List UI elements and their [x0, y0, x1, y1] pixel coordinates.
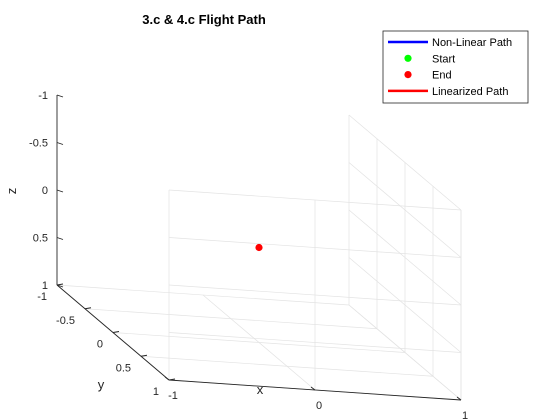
- legend-end-label: End: [432, 70, 452, 82]
- y-tick: [168, 378, 176, 381]
- y-tick: [56, 283, 64, 286]
- grid-line: [140, 355, 434, 377]
- y-tick-label: -1: [37, 291, 47, 303]
- grid-line: [168, 332, 462, 353]
- y-tick: [140, 354, 148, 357]
- grid-line: [168, 284, 462, 306]
- y-tick-label: 0: [97, 339, 103, 351]
- y-tick-label: 1: [153, 386, 159, 398]
- grid-line: [348, 114, 462, 211]
- z-tick: [56, 284, 64, 288]
- tick-labels: -101-1-0.500.51-1-0.500.51: [29, 90, 468, 420]
- grid-line: [112, 332, 406, 353]
- z-tick-label: 0: [42, 185, 48, 197]
- x-tick: [456, 396, 462, 401]
- grid-line: [56, 284, 350, 306]
- grid-line: [168, 237, 462, 258]
- grid-line: [348, 162, 462, 258]
- legend-linearized-path-label: Linearized Path: [432, 86, 508, 98]
- grid-line: [168, 189, 462, 211]
- x-tick: [164, 376, 170, 381]
- z-tick: [56, 94, 64, 98]
- legend-start-label: Start: [432, 53, 455, 65]
- data-layer: [255, 243, 263, 252]
- y-tick-label: -0.5: [56, 315, 75, 327]
- z-tick-label: -0.5: [29, 138, 48, 150]
- end-marker: [255, 243, 263, 252]
- legend-end-marker: [404, 71, 412, 79]
- grid-lines: [56, 114, 462, 401]
- x-tick-label: 0: [316, 400, 322, 412]
- x-axis-label: x: [257, 382, 264, 397]
- z-tick-label: 1: [42, 280, 48, 292]
- legend-non-linear-path-label: Non-Linear Path: [432, 37, 512, 49]
- y-axis-label: y: [98, 377, 105, 392]
- x-tick-label: 1: [462, 410, 468, 420]
- grid-line: [348, 209, 462, 306]
- y-tick-label: 0.5: [116, 362, 131, 374]
- axis-lines: [56, 94, 462, 401]
- legend: Non-Linear Path Start End Linearized Path: [382, 30, 529, 104]
- y-tick: [112, 331, 120, 333]
- grid-line: [84, 308, 378, 330]
- y-tick: [84, 307, 92, 310]
- z-tick: [56, 189, 64, 193]
- chart-title: 3.c & 4.c Flight Path: [142, 12, 266, 27]
- x-tick-label: -1: [168, 390, 178, 402]
- z-tick: [56, 237, 64, 240]
- z-tick-label: -1: [38, 90, 48, 102]
- z-tick-label: 0.5: [33, 233, 48, 245]
- z-tick: [56, 142, 64, 145]
- z-axis-label: z: [4, 188, 19, 195]
- legend-start-marker: [404, 54, 412, 62]
- x-tick: [310, 386, 316, 391]
- grid-line: [348, 257, 462, 353]
